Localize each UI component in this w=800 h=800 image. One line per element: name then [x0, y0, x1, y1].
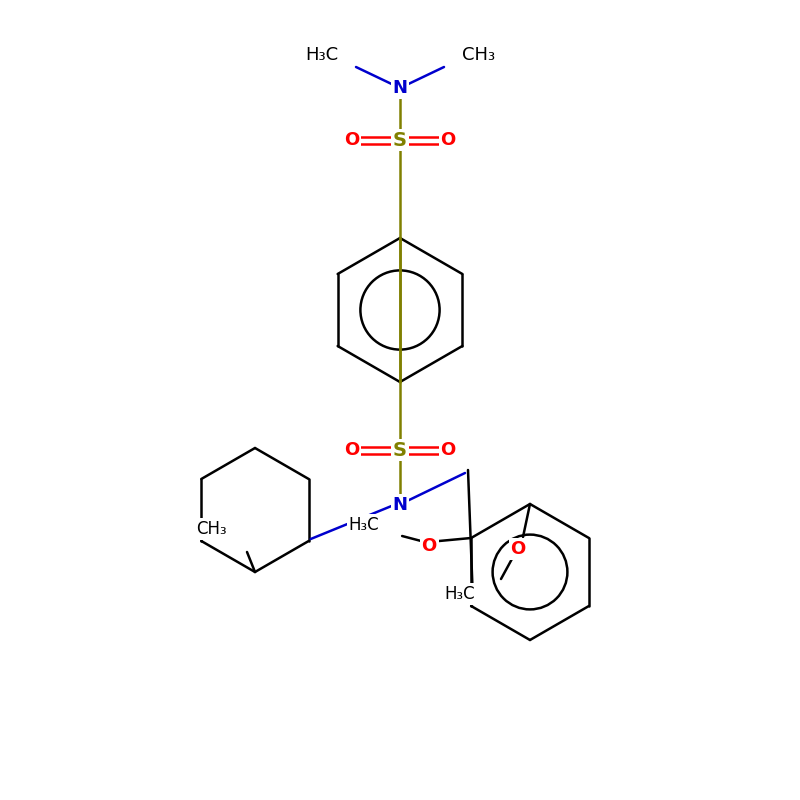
Text: N: N — [393, 79, 407, 97]
Text: CH₃: CH₃ — [462, 46, 495, 64]
Text: H₃C: H₃C — [349, 516, 379, 534]
Text: O: O — [422, 537, 437, 555]
Text: S: S — [393, 441, 407, 459]
Text: O: O — [344, 441, 360, 459]
Text: O: O — [440, 441, 456, 459]
Text: CH₃: CH₃ — [196, 520, 227, 538]
Text: O: O — [344, 131, 360, 149]
Text: O: O — [440, 131, 456, 149]
Text: H₃C: H₃C — [305, 46, 338, 64]
Text: O: O — [510, 540, 526, 558]
Text: S: S — [393, 130, 407, 150]
Text: H₃C: H₃C — [444, 585, 475, 603]
Text: N: N — [393, 496, 407, 514]
